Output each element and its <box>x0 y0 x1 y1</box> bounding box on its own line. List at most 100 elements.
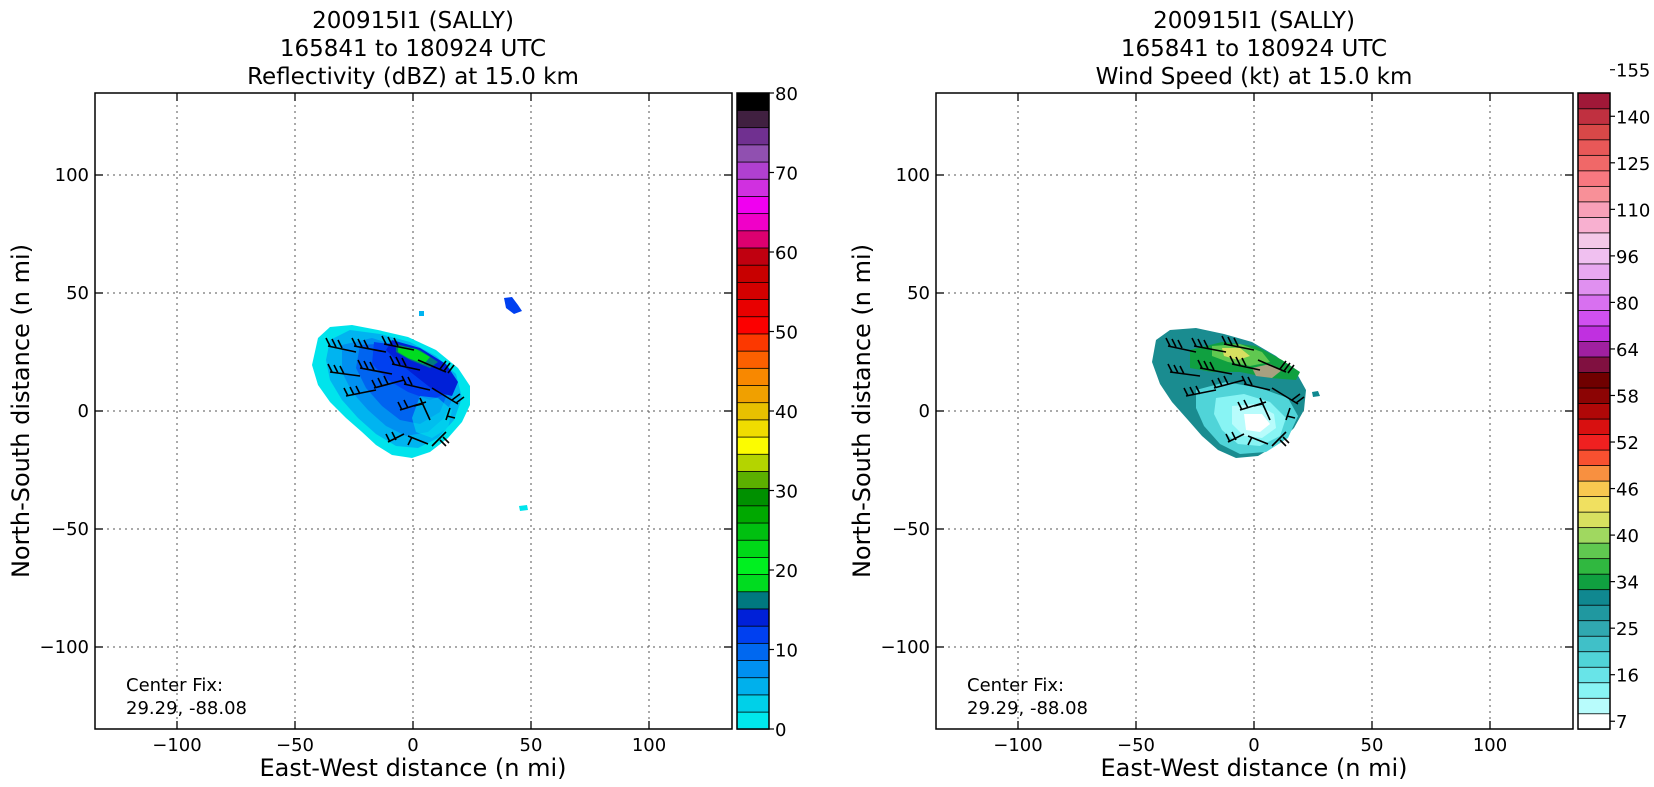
title-line-1: 200915I1 (SALLY) <box>1153 8 1355 34</box>
wind-barbs <box>1165 335 1305 447</box>
colorbar-swatch <box>1577 464 1611 482</box>
colorbar-swatch <box>1577 511 1611 529</box>
colorbar-swatch <box>1577 651 1611 668</box>
colorbar-swatch <box>1577 170 1611 187</box>
colorbar-swatch <box>736 522 770 541</box>
y-tick-label: −50 <box>892 519 930 540</box>
colorbar-swatch <box>1577 201 1611 218</box>
colorbar-swatch <box>736 247 770 266</box>
colorbar-swatch <box>1577 418 1611 435</box>
colorbar-swatch <box>1577 480 1611 498</box>
colorbar-tick-label: 96 <box>1616 247 1639 268</box>
colorbar-swatch <box>736 659 770 679</box>
colorbar-swatch <box>736 178 770 197</box>
colorbar-swatch <box>1577 92 1611 110</box>
tick-marks <box>95 93 732 729</box>
colorbar-tick-label: 58 <box>1616 386 1639 407</box>
y-axis-label: North-South distance (n mi) <box>848 244 876 578</box>
colorbar-swatch <box>1577 620 1611 637</box>
colorbar-swatch <box>1577 247 1611 265</box>
colorbar-swatch <box>1577 402 1611 420</box>
colorbar-swatch <box>1577 635 1611 653</box>
y-tick-label: −50 <box>51 519 89 540</box>
x-tick-labels: −100 −50 0 50 100 <box>152 735 666 756</box>
x-axis-label: East-West distance (n mi) <box>259 754 566 782</box>
x-tick-label: 0 <box>407 735 418 756</box>
center-fix-label: Center Fix: <box>967 675 1064 696</box>
x-tick-label: 100 <box>632 735 666 756</box>
colorbar-swatch <box>736 264 770 283</box>
colorbar-swatch <box>736 402 770 421</box>
colorbar-swatch <box>1577 573 1611 591</box>
colorbar-swatch <box>736 367 770 386</box>
colorbar-tick-label: 40 <box>775 402 798 423</box>
y-tick-label: 0 <box>919 401 930 422</box>
x-tick-label: 100 <box>1473 735 1507 756</box>
reflectivity-panel: 200915I1 (SALLY) 165841 to 180924 UTC Re… <box>7 8 798 782</box>
colorbar: 7 16 25 34 40 46 52 58 64 80 96 110 125 140 155 <box>1577 61 1650 733</box>
colorbar-swatch <box>736 591 770 610</box>
colorbar-tick-label: 10 <box>775 641 798 662</box>
wind-yellow <box>1222 348 1250 360</box>
colorbar-swatch <box>736 144 770 163</box>
echo-green <box>398 346 430 364</box>
wind-speed-panel: 200915I1 (SALLY) 165841 to 180924 UTC Wi… <box>848 8 1650 782</box>
colorbar-tick-label: 16 <box>1616 666 1639 687</box>
colorbar-swatch <box>1577 232 1611 249</box>
colorbar-swatch <box>736 625 770 644</box>
y-tick-label: 100 <box>896 165 930 186</box>
y-tick-label: 50 <box>907 283 930 304</box>
colorbar-tick-label: 40 <box>1616 526 1639 547</box>
y-tick-labels: 100 50 0 −50 −100 <box>881 165 930 658</box>
x-tick-label: −100 <box>152 735 201 756</box>
echo-isolated-ne <box>504 297 522 314</box>
colorbar-swatch <box>736 573 770 593</box>
colorbar-swatch <box>736 161 770 180</box>
wind-calm-core <box>1244 414 1270 432</box>
colorbar-tick-label: 155 <box>1616 61 1650 82</box>
colorbar-swatch <box>736 436 770 455</box>
colorbar-swatch <box>1577 433 1611 451</box>
colorbar-swatch <box>1577 697 1611 715</box>
colorbar-swatch <box>736 505 770 524</box>
colorbar-swatch <box>736 453 770 472</box>
center-fix-label: Center Fix: <box>126 675 223 696</box>
colorbar-swatch <box>736 92 770 111</box>
colorbar-swatch <box>736 384 770 404</box>
colorbar-swatch <box>736 109 770 129</box>
colorbar-tick-label: 46 <box>1616 480 1639 501</box>
colorbar-swatch <box>736 350 770 369</box>
colorbar-swatch <box>736 195 770 215</box>
x-tick-labels: −100 −50 0 50 100 <box>993 735 1507 756</box>
colorbar-tick-label: 60 <box>775 243 798 264</box>
y-tick-label: −100 <box>40 637 89 658</box>
colorbar-swatch <box>736 487 770 507</box>
colorbar-swatch <box>1577 449 1611 466</box>
colorbar-swatch <box>1577 123 1611 141</box>
colorbar-frame <box>1577 92 1611 730</box>
colorbar-swatch <box>736 230 770 249</box>
colorbar-tick-label: 7 <box>1616 712 1627 733</box>
colorbar-tick-label: 80 <box>1616 293 1639 314</box>
x-axis-label: East-West distance (n mi) <box>1100 754 1407 782</box>
colorbar-swatch <box>736 556 770 575</box>
title-line-3: Reflectivity (dBZ) at 15.0 km <box>247 64 579 90</box>
colorbar-swatch <box>736 677 770 696</box>
colorbar-swatch <box>1577 139 1611 156</box>
title-line-2: 165841 to 180924 UTC <box>1121 36 1387 62</box>
colorbar-tick-label: 140 <box>1616 107 1650 128</box>
x-tick-label: −100 <box>993 735 1042 756</box>
y-tick-label: 50 <box>66 283 89 304</box>
echo-isolated-se <box>519 505 528 511</box>
colorbar-swatch <box>736 126 770 146</box>
colorbar-swatch <box>1577 263 1611 280</box>
colorbar-swatch <box>736 470 770 490</box>
x-tick-label: 0 <box>1248 735 1259 756</box>
colorbar-swatch <box>1577 108 1611 125</box>
colorbar-swatch <box>1577 542 1611 560</box>
colorbar-tick-label: 70 <box>775 164 798 185</box>
y-tick-labels: 100 50 0 −50 −100 <box>40 165 89 658</box>
colorbar-swatch <box>1577 356 1611 373</box>
colorbar-tick-label: 110 <box>1616 200 1650 221</box>
